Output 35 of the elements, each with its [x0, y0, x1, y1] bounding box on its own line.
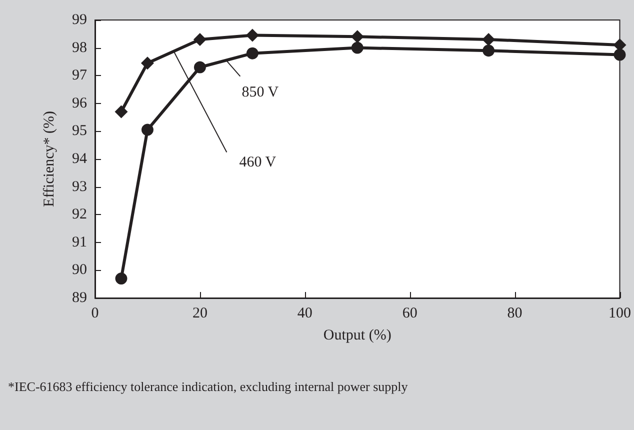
- text: 460 V: [239, 154, 276, 170]
- y-tick-label: 90: [72, 262, 87, 278]
- point: [614, 48, 626, 61]
- legend-label: 850 V: [242, 84, 279, 100]
- x-tick-label: 100: [608, 306, 631, 322]
- point: [351, 42, 364, 54]
- y-tick-label: 98: [72, 40, 87, 56]
- y-tick-label: 93: [72, 178, 87, 195]
- point: [350, 30, 364, 44]
- point: [246, 28, 259, 42]
- y-tick-label: 89: [72, 290, 87, 306]
- y-tick-label: 99: [72, 12, 87, 28]
- text: *IEC-61683 efficiency tolerance indication, excluding internal power supply: [8, 379, 408, 394]
- x-tick-label: 60: [402, 306, 418, 322]
- x-tick-label: 20: [192, 306, 208, 322]
- point: [482, 44, 495, 57]
- point: [141, 124, 154, 136]
- point: [114, 105, 128, 118]
- x-axis-title: Output (%): [323, 328, 392, 344]
- point: [246, 47, 258, 60]
- point: [115, 272, 128, 285]
- point: [193, 32, 206, 46]
- y-tick-label: 97: [72, 68, 88, 84]
- y-tick-label: 91: [72, 234, 87, 250]
- y-axis-title: Efficiency* (%): [42, 111, 58, 207]
- point: [194, 61, 206, 74]
- x-tick-label: 40: [297, 306, 312, 322]
- x-tick-label: 80: [507, 306, 522, 322]
- point: [482, 32, 496, 46]
- y-tick-label: 92: [72, 206, 87, 223]
- y-tick-label: 96: [72, 95, 88, 112]
- y-tick-label: 95: [72, 123, 87, 140]
- y-tick-label: 94: [72, 151, 88, 167]
- point: [140, 56, 154, 70]
- x-tick-label: 0: [91, 306, 99, 322]
